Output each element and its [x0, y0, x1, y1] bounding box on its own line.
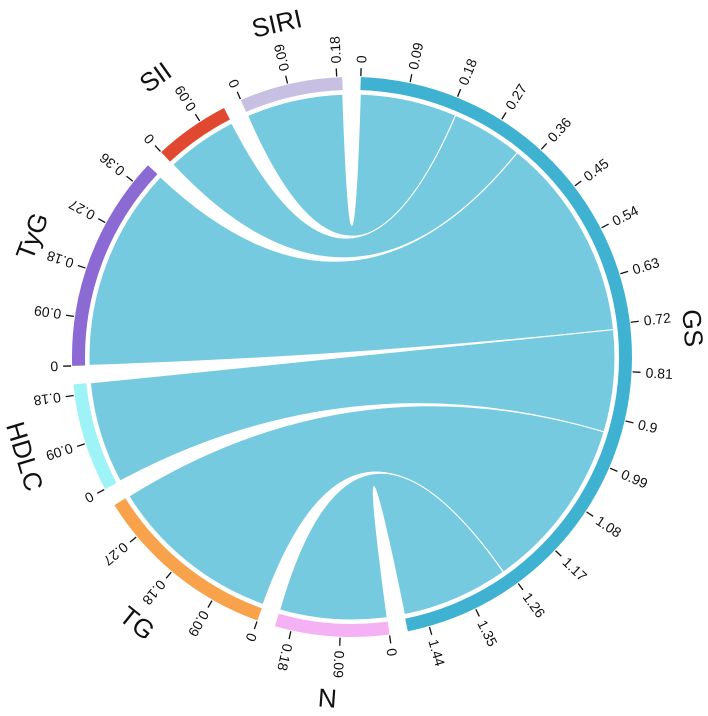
- tick-mark: [207, 600, 213, 608]
- tick-label: 0.18: [274, 642, 296, 672]
- tick-label: 0.09: [270, 42, 292, 72]
- tick-label: 0.27: [502, 81, 530, 113]
- tick-label: 0: [140, 131, 157, 148]
- sector-arc-tg: [114, 498, 262, 621]
- tick-label: 0.27: [66, 196, 98, 223]
- sector-arc-n: [275, 613, 390, 638]
- ribbon-gs-tg: [128, 405, 605, 606]
- tick-mark: [630, 320, 639, 323]
- tick-mark: [389, 635, 392, 644]
- sectors-layer: [71, 77, 632, 638]
- sector-arc-hdlc: [73, 383, 117, 490]
- tick-label: 0.18: [32, 389, 61, 409]
- tick-label: 0.09: [171, 83, 199, 115]
- ribbons-layer: [88, 93, 616, 621]
- tick-label: 0: [50, 358, 59, 374]
- tick-mark: [501, 112, 507, 120]
- tick-label: 0.18: [139, 577, 169, 608]
- tick-mark: [409, 74, 413, 83]
- tick-mark: [253, 621, 258, 630]
- sector-label-n: N: [317, 682, 338, 713]
- tick-mark: [96, 488, 105, 494]
- tick-mark: [194, 113, 201, 122]
- tick-label: 0.09: [185, 608, 213, 640]
- tick-mark: [517, 583, 524, 591]
- sector-label-siri: SIRI: [249, 3, 305, 43]
- tick-label: 0.18: [455, 56, 480, 87]
- tick-mark: [65, 394, 74, 398]
- tick-label: 0.72: [643, 309, 672, 328]
- tick-label: 0.9: [636, 416, 659, 436]
- tick-mark: [620, 270, 629, 275]
- tick-mark: [574, 180, 582, 187]
- tick-label: 0.54: [609, 202, 641, 229]
- tick-label: 0: [225, 77, 243, 91]
- tick-label: 1.17: [559, 554, 590, 585]
- tick-label: 1.08: [593, 512, 625, 540]
- tick-label: 0.09: [330, 650, 347, 678]
- tick-label: 0.18: [326, 36, 343, 64]
- tick-label: 0: [353, 55, 369, 63]
- sector-label-hdlc: HDLC: [0, 418, 49, 494]
- ribbon-gs-tyg: [88, 151, 615, 366]
- tick-label: 0: [383, 647, 400, 657]
- tick-mark: [165, 571, 172, 579]
- tick-mark: [625, 420, 634, 424]
- tick-label: 0.09: [405, 41, 426, 71]
- tick-mark: [288, 631, 292, 640]
- tick-label: 0.63: [630, 254, 661, 277]
- tick-mark: [76, 443, 85, 447]
- tick-label: 0: [82, 489, 97, 507]
- tick-mark: [586, 511, 594, 517]
- tick-label: 0: [242, 631, 260, 644]
- tick-mark: [456, 88, 462, 97]
- tick-mark: [601, 223, 609, 229]
- sector-label-gs: GS: [676, 308, 708, 348]
- tick-label: 0.27: [100, 539, 131, 569]
- sector-arc-sii: [161, 107, 230, 162]
- tick-mark: [236, 91, 241, 100]
- tick-mark: [475, 608, 480, 617]
- tick-mark: [154, 145, 161, 152]
- tick-mark: [285, 75, 289, 84]
- tick-mark: [97, 218, 106, 224]
- tick-mark: [77, 264, 86, 269]
- tick-label: 0.36: [544, 114, 574, 145]
- tick-label: 0.99: [619, 466, 651, 492]
- tick-mark: [129, 536, 137, 543]
- tick-label: 0.81: [645, 365, 673, 382]
- tick-label: 0.45: [580, 155, 612, 184]
- tick-label: 1.26: [520, 589, 549, 621]
- tick-label: 0.36: [96, 150, 127, 180]
- tick-mark: [65, 314, 75, 318]
- ribbon-gs-n: [279, 472, 505, 621]
- sector-arc-tyg: [71, 165, 158, 366]
- sector-arc-siri: [240, 77, 343, 112]
- tick-mark: [555, 550, 562, 557]
- tick-label: 1.44: [425, 637, 448, 668]
- tick-label: 0.09: [44, 440, 75, 464]
- tick-label: 0.09: [33, 303, 62, 323]
- tick-mark: [540, 142, 548, 150]
- tick-mark: [126, 175, 134, 182]
- tick-label: 1.35: [474, 617, 500, 649]
- tick-mark: [428, 626, 433, 635]
- tick-mark: [609, 467, 618, 472]
- tick-label: 0.18: [45, 248, 76, 272]
